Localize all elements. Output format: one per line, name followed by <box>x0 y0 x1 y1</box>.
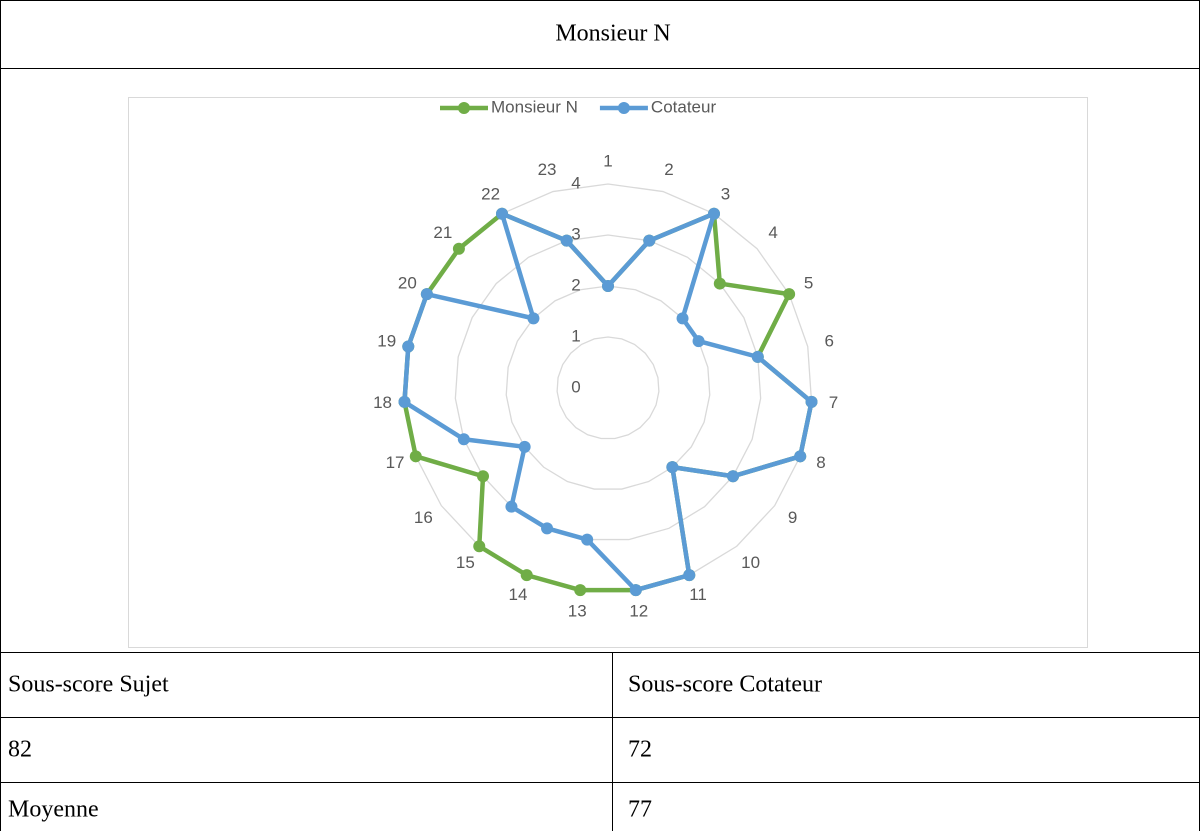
table-header: Sous-score Cotateur <box>628 672 822 698</box>
series-marker <box>683 569 696 582</box>
category-label: 21 <box>433 223 452 242</box>
series-marker <box>794 450 807 463</box>
series-marker <box>560 234 573 247</box>
category-label: 14 <box>509 585 528 604</box>
title: Monsieur N <box>555 21 670 47</box>
series-line <box>402 211 814 593</box>
category-label: 20 <box>398 274 417 293</box>
series-marker <box>527 312 540 325</box>
category-label: 13 <box>568 601 587 620</box>
category-label: 8 <box>816 453 825 472</box>
legend-marker <box>617 102 630 114</box>
series-marker <box>477 470 490 483</box>
chart-frame <box>128 97 1088 648</box>
table-cell: 72 <box>628 737 652 763</box>
category-label: 6 <box>825 332 834 351</box>
series-marker <box>692 335 705 348</box>
series-marker <box>541 522 554 535</box>
series-marker <box>666 461 679 474</box>
series-marker <box>473 540 486 553</box>
grid-ring <box>454 234 762 541</box>
category-label: 11 <box>689 585 707 604</box>
r-tick-label: 3 <box>571 224 580 243</box>
series-marker <box>496 207 509 220</box>
series-marker <box>629 584 642 597</box>
category-label: 19 <box>377 332 396 351</box>
series-marker <box>581 533 594 546</box>
category-label: 16 <box>414 508 433 527</box>
series-marker <box>574 584 587 597</box>
r-tick-label: 4 <box>571 173 580 192</box>
series-marker <box>420 288 433 301</box>
r-tick-label: 0 <box>571 377 580 396</box>
category-label: 22 <box>481 184 500 203</box>
category-label: 5 <box>804 274 813 293</box>
series-marker <box>409 450 422 463</box>
r-tick-label: 2 <box>571 275 580 294</box>
grid-ring <box>556 336 660 440</box>
series-marker <box>676 312 689 325</box>
category-label: 3 <box>721 184 730 203</box>
category-label: 17 <box>386 453 405 472</box>
category-label: 10 <box>741 553 760 572</box>
category-label: 7 <box>829 393 838 412</box>
series-marker <box>751 350 764 363</box>
series-marker <box>452 242 465 255</box>
category-label: 18 <box>373 393 392 412</box>
series-marker <box>518 440 531 453</box>
series-marker <box>520 569 533 582</box>
table-header: Sous-score Sujet <box>8 672 169 698</box>
table-cell: 82 <box>8 737 32 763</box>
category-label: 12 <box>629 601 648 620</box>
series-marker <box>805 395 818 408</box>
category-label: 15 <box>456 553 475 572</box>
series-marker <box>457 433 470 446</box>
legend-label: Cotateur <box>651 97 717 116</box>
category-label: 4 <box>768 223 777 242</box>
category-label: 9 <box>788 508 797 527</box>
series-marker <box>398 395 411 408</box>
table-cell: 77 <box>628 797 652 823</box>
series-marker <box>726 470 739 483</box>
legend-label: Monsieur N <box>491 97 578 116</box>
series-marker <box>505 500 518 513</box>
series-marker <box>602 280 614 292</box>
series-marker <box>707 207 720 220</box>
table-cell: Moyenne <box>8 797 99 823</box>
series-marker <box>713 277 726 290</box>
series-marker <box>643 234 656 247</box>
series-marker <box>402 340 415 353</box>
legend-marker <box>458 102 470 114</box>
category-label: 23 <box>538 160 557 179</box>
series-marker <box>783 288 796 301</box>
category-label: 2 <box>664 160 673 179</box>
category-label: 1 <box>603 151 612 170</box>
r-tick-label: 1 <box>571 326 580 345</box>
